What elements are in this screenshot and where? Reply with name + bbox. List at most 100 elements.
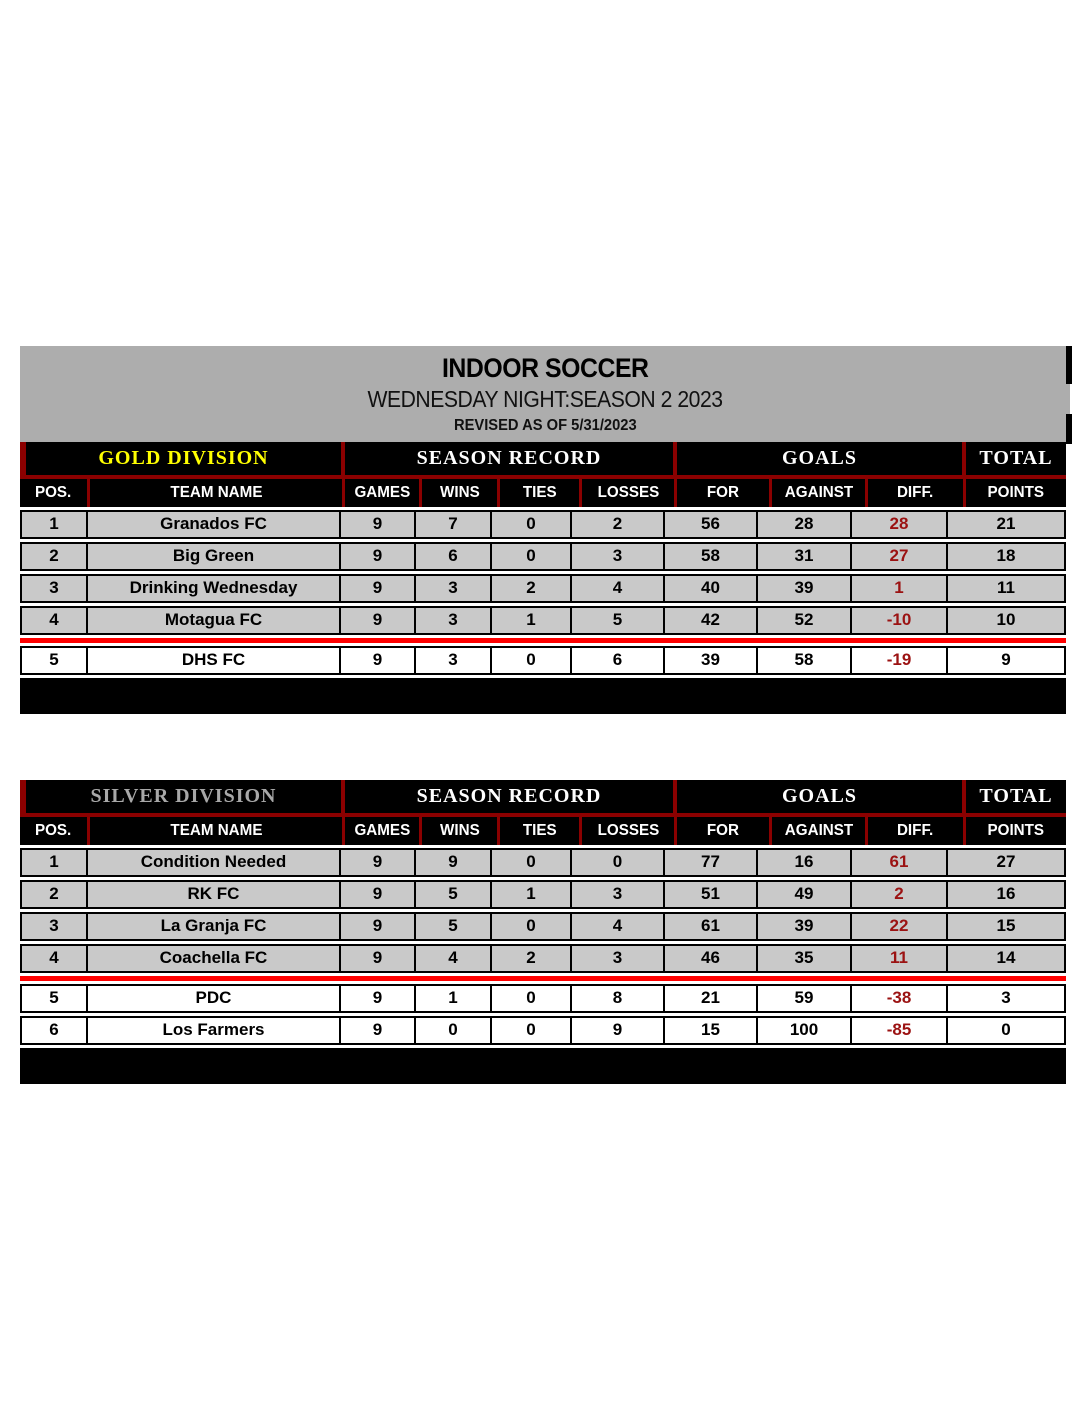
cell-ties: 0 bbox=[492, 914, 572, 939]
cell-team: PDC bbox=[88, 986, 341, 1011]
cell-ties: 1 bbox=[492, 608, 572, 633]
cell-pos: 4 bbox=[22, 608, 88, 633]
cell-goals_against: 100 bbox=[758, 1018, 852, 1043]
cell-team: Los Farmers bbox=[88, 1018, 341, 1043]
cell-ties: 0 bbox=[492, 648, 572, 673]
cell-diff: -19 bbox=[852, 648, 948, 673]
col-team-name: TEAM NAME bbox=[90, 817, 345, 845]
season-record-header: SEASON RECORD bbox=[345, 780, 677, 813]
cell-goals_against: 16 bbox=[758, 850, 852, 875]
team-row: 3 Drinking Wednesday 9 3 2 4 40 39 1 11 bbox=[20, 574, 1066, 603]
goals-header: GOALS bbox=[677, 780, 966, 813]
cell-wins: 3 bbox=[416, 608, 492, 633]
cell-diff: -10 bbox=[852, 608, 948, 633]
team-row: 6 Los Farmers 9 0 0 9 15 100 -85 0 bbox=[20, 1016, 1066, 1045]
cell-goals_against: 52 bbox=[758, 608, 852, 633]
cell-losses: 2 bbox=[572, 512, 665, 537]
silver-division-rows: 1 Condition Needed 9 9 0 0 77 16 61 27 2 RK FC 9 5 1 3 5… bbox=[20, 848, 1066, 1045]
cell-goals_against: 39 bbox=[758, 914, 852, 939]
cell-games: 9 bbox=[341, 512, 416, 537]
cell-diff: 11 bbox=[852, 946, 948, 971]
team-row: 1 Condition Needed 9 9 0 0 77 16 61 27 bbox=[20, 848, 1066, 877]
cell-pos: 1 bbox=[22, 512, 88, 537]
cell-pos: 2 bbox=[22, 882, 88, 907]
cell-pos: 1 bbox=[22, 850, 88, 875]
cell-diff: 27 bbox=[852, 544, 948, 569]
cell-ties: 0 bbox=[492, 544, 572, 569]
col-ties: TIES bbox=[500, 817, 582, 845]
cell-points: 11 bbox=[997, 578, 1015, 597]
cell-losses: 3 bbox=[572, 882, 665, 907]
cell-ties: 1 bbox=[492, 882, 572, 907]
cell-goals_for: 77 bbox=[665, 850, 758, 875]
sheet-title-header: INDOOR SOCCER WEDNESDAY NIGHT:SEASON 2 2… bbox=[20, 346, 1070, 443]
gold-division-rows: 1 Granados FC 9 7 0 2 56 28 28 21 2 Big Green 9 6 0 3 58… bbox=[20, 510, 1066, 675]
col-points: POINTS bbox=[987, 484, 1045, 501]
cell-team: RK FC bbox=[88, 882, 341, 907]
cell-diff: 22 bbox=[852, 914, 948, 939]
relegation-line bbox=[20, 976, 1066, 981]
page-title: INDOOR SOCCER bbox=[441, 353, 649, 383]
cell-team: Granados FC bbox=[88, 512, 341, 537]
cell-goals_for: 46 bbox=[665, 946, 758, 971]
cell-losses: 4 bbox=[572, 576, 665, 601]
cell-team: Condition Needed bbox=[88, 850, 341, 875]
cell-goals_for: 39 bbox=[665, 648, 758, 673]
cell-losses: 4 bbox=[572, 914, 665, 939]
team-row: 5 DHS FC 9 3 0 6 39 58 -19 9 bbox=[20, 646, 1066, 675]
team-row: 3 La Granja FC 9 5 0 4 61 39 22 15 bbox=[20, 912, 1066, 941]
silver-division-header-row: SILVER DIVISION SEASON RECORD GOALS TOTA… bbox=[20, 780, 1066, 813]
cell-goals_against: 49 bbox=[758, 882, 852, 907]
team-row: 2 RK FC 9 5 1 3 51 49 2 16 bbox=[20, 880, 1066, 909]
col-games: GAMES bbox=[345, 817, 422, 845]
cell-games: 9 bbox=[341, 1018, 416, 1043]
col-diff: DIFF. bbox=[868, 479, 966, 507]
col-points: POINTS bbox=[987, 822, 1045, 839]
team-row: 2 Big Green 9 6 0 3 58 31 27 18 bbox=[20, 542, 1066, 571]
cell-points: 21 bbox=[996, 514, 1016, 533]
cell-goals_for: 56 bbox=[665, 512, 758, 537]
cell-ties: 0 bbox=[492, 1018, 572, 1043]
cell-pos: 5 bbox=[22, 986, 88, 1011]
cell-pos: 5 bbox=[22, 648, 88, 673]
cell-ties: 0 bbox=[492, 512, 572, 537]
cell-pos: 3 bbox=[22, 914, 88, 939]
col-ties: TIES bbox=[500, 479, 582, 507]
col-against: AGAINST bbox=[772, 817, 868, 845]
col-against: AGAINST bbox=[772, 479, 868, 507]
header-divider-rule bbox=[20, 813, 1066, 817]
cell-wins: 7 bbox=[416, 512, 492, 537]
cell-wins: 0 bbox=[416, 1018, 492, 1043]
cell-goals_against: 31 bbox=[758, 544, 852, 569]
cell-points: 27 bbox=[996, 852, 1016, 871]
cell-ties: 2 bbox=[492, 576, 572, 601]
cell-wins: 4 bbox=[416, 946, 492, 971]
cell-games: 9 bbox=[341, 946, 416, 971]
cell-goals_against: 28 bbox=[758, 512, 852, 537]
header-right-edge-bar-bottom bbox=[1066, 414, 1072, 444]
cell-points: 16 bbox=[996, 884, 1016, 903]
cell-team: Big Green bbox=[88, 544, 341, 569]
cell-ties: 0 bbox=[492, 986, 572, 1011]
col-wins: WINS bbox=[422, 817, 500, 845]
cell-team: DHS FC bbox=[88, 648, 341, 673]
col-diff: DIFF. bbox=[868, 817, 966, 845]
cell-games: 9 bbox=[341, 914, 416, 939]
cell-goals_for: 61 bbox=[665, 914, 758, 939]
cell-losses: 0 bbox=[572, 850, 665, 875]
total-header: TOTAL bbox=[979, 447, 1053, 469]
gold-bottom-black-band bbox=[20, 678, 1066, 714]
cell-goals_for: 58 bbox=[665, 544, 758, 569]
cell-points: 18 bbox=[996, 546, 1016, 565]
cell-diff: 28 bbox=[852, 512, 948, 537]
cell-diff: -38 bbox=[852, 986, 948, 1011]
col-wins: WINS bbox=[422, 479, 500, 507]
column-header-row: POS. TEAM NAME GAMES WINS TIES LOSSES FO… bbox=[20, 479, 1066, 507]
cell-pos: 3 bbox=[22, 576, 88, 601]
col-losses: LOSSES bbox=[582, 479, 677, 507]
cell-team: Drinking Wednesday bbox=[88, 576, 341, 601]
team-row: 5 PDC 9 1 0 8 21 59 -38 3 bbox=[20, 984, 1066, 1013]
col-pos: POS. bbox=[20, 479, 90, 507]
cell-points: 3 bbox=[1001, 988, 1011, 1007]
cell-diff: 2 bbox=[852, 882, 948, 907]
